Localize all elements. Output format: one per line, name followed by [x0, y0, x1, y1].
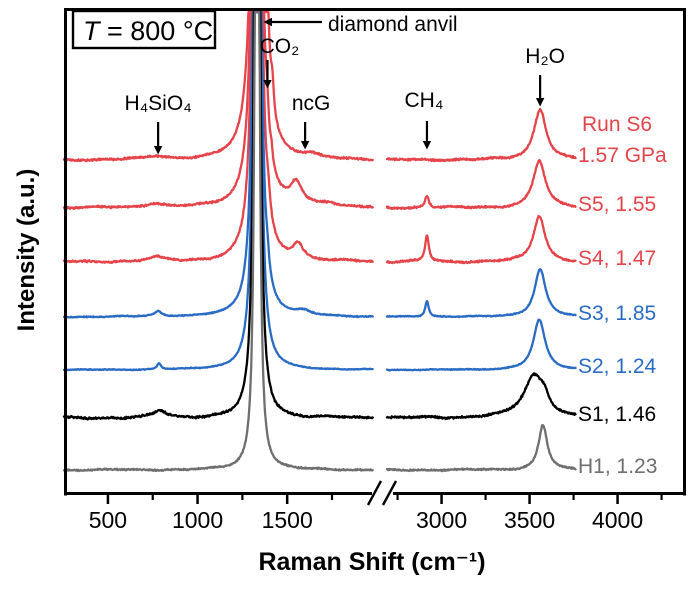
annotation-label-h2o: H₂O: [525, 45, 565, 68]
spectrum-path-s1: [385, 372, 577, 421]
x-tick-label: 4000: [592, 507, 643, 533]
annotation-ch4: CH₄: [404, 89, 443, 150]
spectrum-s4: S4, 1.47: [62, 10, 656, 270]
series-label-s1: S1, 1.46: [578, 403, 656, 426]
spectrum-path-s3: [62, 10, 374, 319]
x-tick-label: 3000: [416, 507, 467, 533]
temperature-box: T = 800 °C: [71, 9, 217, 50]
annotation-diamond-anvil: diamond anvil: [263, 13, 458, 36]
series-label-s3: S3, 1.85: [578, 302, 656, 325]
temperature-value: = 800 °C: [100, 16, 214, 46]
left-arrow-icon: [263, 17, 272, 27]
annotation-h2o: H₂O: [525, 45, 565, 107]
x-tick-label: 1500: [262, 507, 313, 533]
annotation-label-diamond-anvil: diamond anvil: [328, 13, 458, 36]
axis-break-slash-2: [381, 480, 398, 506]
down-arrow-icon: [300, 141, 310, 150]
axis-break-slash-1: [366, 480, 383, 506]
down-arrow-icon: [422, 141, 432, 150]
temperature-symbol: T: [83, 16, 102, 46]
spectrum-s5: S5, 1.55: [62, 10, 656, 216]
temperature-box-border: [71, 9, 217, 50]
annotation-label-ncg: ncG: [292, 92, 331, 115]
spectrum-path-s6: [62, 10, 374, 163]
spectrum-path-s1: [62, 10, 374, 421]
x-tick-label: 1000: [172, 507, 223, 533]
spectrum-s2: S2, 1.24: [62, 10, 657, 378]
annotation-ncg: ncG: [292, 92, 331, 150]
spectrum-path-s2: [62, 10, 374, 372]
series-label-s2: S2, 1.24: [578, 355, 657, 378]
spectrum-path-h1: [62, 10, 374, 473]
down-arrow-icon: [263, 80, 272, 89]
spectrum-path-s4: [62, 10, 374, 265]
spectrum-path-h1: [385, 424, 577, 473]
down-arrow-icon: [153, 146, 163, 155]
series-label-s6-pressure: 1.57 GPa: [578, 144, 667, 167]
annotation-label-co2: CO₂: [260, 35, 300, 58]
spectrum-path-s6: [385, 107, 577, 163]
series-label-s4: S4, 1.47: [578, 247, 656, 270]
spectrum-s6: Run S6 1.57 GPa: [62, 10, 667, 167]
chart-generated-content: Run S6 1.57 GPa S5, 1.55 S4, 1.47 S3, 1.85 S2…: [62, 8, 686, 533]
temperature-label: T = 800 °C: [83, 16, 213, 46]
down-arrow-icon: [535, 98, 545, 107]
series-label-h1: H1, 1.23: [578, 455, 657, 478]
annotation-label-h4sio4: H₄SiO₄: [124, 92, 191, 115]
spectrum-s3: S3, 1.85: [62, 10, 656, 325]
spectrum-path-s4: [385, 214, 577, 265]
spectrum-h1: H1, 1.23: [62, 10, 657, 478]
annotation-h4sio4: H₄SiO₄: [124, 92, 192, 155]
spectrum-s1: S1, 1.46: [62, 10, 656, 426]
x-tick-label: 3500: [504, 507, 555, 533]
annotation-label-ch4: CH₄: [404, 89, 443, 112]
annotation-co2: CO₂: [260, 35, 300, 89]
x-tick-label: 500: [89, 507, 127, 533]
y-axis-title: Intensity (a.u.): [13, 169, 40, 332]
series-label-s6: Run S6: [582, 113, 652, 136]
spectrum-path-s2: [385, 318, 577, 372]
plot-border: [64, 8, 686, 496]
x-axis-ticks: 500 1000 1500 3000 3500 4000: [89, 495, 663, 533]
spectrum-path-s5: [62, 10, 374, 211]
spectrum-path-s3: [385, 268, 577, 319]
x-axis-title: Raman Shift (cm⁻¹): [258, 548, 485, 576]
spectrum-path-s5: [385, 159, 577, 211]
series-label-s5: S5, 1.55: [578, 193, 656, 216]
